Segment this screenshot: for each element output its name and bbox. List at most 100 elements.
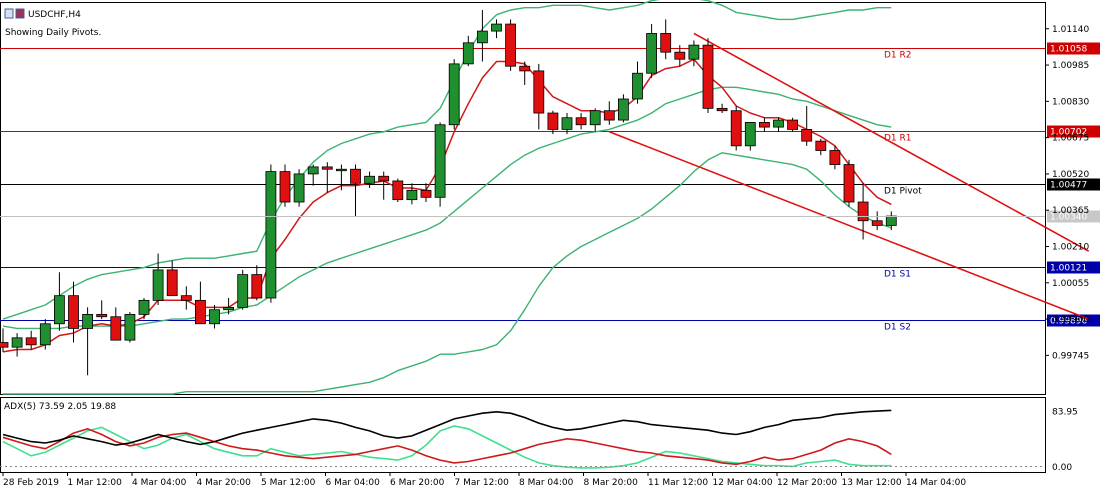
candle-body [223,306,235,311]
candle[interactable] [392,178,404,203]
candle[interactable] [39,319,51,350]
candle[interactable] [871,211,883,231]
candle[interactable] [476,10,488,62]
candle[interactable] [462,35,474,67]
candle[interactable] [773,117,784,132]
adx-tick-label: 0.00 [1052,463,1072,473]
candle[interactable] [843,159,855,207]
pivot-price-tag [1047,261,1100,274]
time-tick-label: 8 Mar 20:00 [584,478,639,488]
pivot-label: D1 S1 [884,270,911,280]
candle-body [293,173,305,203]
candle[interactable] [54,272,65,331]
candle[interactable] [166,260,178,297]
candle-body [857,201,869,222]
candle-body [561,117,573,130]
candle[interactable] [801,106,813,146]
candle[interactable] [519,61,531,85]
candle[interactable] [406,183,418,205]
candle[interactable] [491,19,502,39]
time-tick-label: 4 Mar 20:00 [197,478,252,488]
candle[interactable] [618,94,629,123]
chart-subtitle: Showing Daily Pivots. [5,28,101,38]
candle-body [434,124,446,198]
candle[interactable] [378,171,390,200]
candle[interactable] [730,106,742,151]
candle[interactable] [744,122,756,151]
pivot-price-tag-label: 1.00702 [1050,128,1087,138]
candle-body [0,342,9,348]
candle[interactable] [237,269,249,310]
candle-body [350,168,361,184]
candle-body [632,72,643,100]
candles[interactable] [0,10,897,376]
candle[interactable] [0,328,9,352]
bollinger-upper-line [2,0,892,320]
candle-body [533,70,545,114]
candle[interactable] [603,101,615,125]
candle-body [279,171,291,203]
candle[interactable] [660,19,672,60]
candle[interactable] [434,122,446,207]
candle[interactable] [223,298,235,315]
pivot-price-tag-label: 1.00121 [1050,264,1087,274]
candle[interactable] [420,183,432,203]
candle[interactable] [505,19,517,71]
candle[interactable] [110,307,122,341]
trendline[interactable] [609,131,1089,320]
trendlines[interactable] [609,32,1090,320]
candle[interactable] [307,164,319,186]
candle[interactable] [716,103,728,114]
candle[interactable] [688,40,700,67]
candle[interactable] [702,38,714,114]
candle[interactable] [25,330,37,350]
current-price-label: 1.00340 [1050,213,1087,223]
candle[interactable] [335,164,347,191]
candle[interactable] [293,169,305,207]
minus-di-line [2,427,892,466]
candle[interactable] [152,253,164,306]
candle-body [491,23,502,32]
candle[interactable] [11,333,23,357]
candle[interactable] [265,164,277,303]
candle[interactable] [321,162,333,193]
candle[interactable] [533,63,545,130]
pivot-price-tag-label: 1.01058 [1050,45,1087,55]
adx-indicator: 83.95 0.00 [0,407,1078,473]
candle[interactable] [124,312,136,343]
candle[interactable] [448,59,460,130]
candle[interactable] [561,113,573,135]
candle[interactable] [575,113,587,130]
candle[interactable] [209,305,220,329]
candle[interactable] [138,298,150,320]
candle-body [885,215,897,226]
candle[interactable] [180,286,192,310]
time-tick-label: 6 Mar 04:00 [326,478,381,488]
candle[interactable] [787,117,798,132]
candle[interactable] [96,300,108,320]
candle[interactable] [82,307,93,376]
candle[interactable] [547,110,559,135]
candle[interactable] [251,265,263,301]
candle[interactable] [68,281,79,343]
candle-body [180,295,192,301]
candle[interactable] [589,108,601,132]
trendline[interactable] [693,32,1090,252]
current-price-tag [1047,210,1100,223]
candle[interactable] [632,61,643,104]
candle[interactable] [646,24,657,78]
time-tick-label: 12 Mar 20:00 [777,478,837,488]
candle[interactable] [815,138,827,156]
candle[interactable] [194,281,206,325]
price-tick-label: 1.00830 [1052,97,1089,107]
candle[interactable] [829,145,841,170]
candle[interactable] [759,117,770,132]
candle[interactable] [279,164,291,207]
candle[interactable] [857,183,869,240]
candle-body [68,295,79,329]
candle[interactable] [364,171,376,188]
candle-body [801,129,813,142]
candle[interactable] [350,164,361,217]
candle[interactable] [674,45,686,67]
